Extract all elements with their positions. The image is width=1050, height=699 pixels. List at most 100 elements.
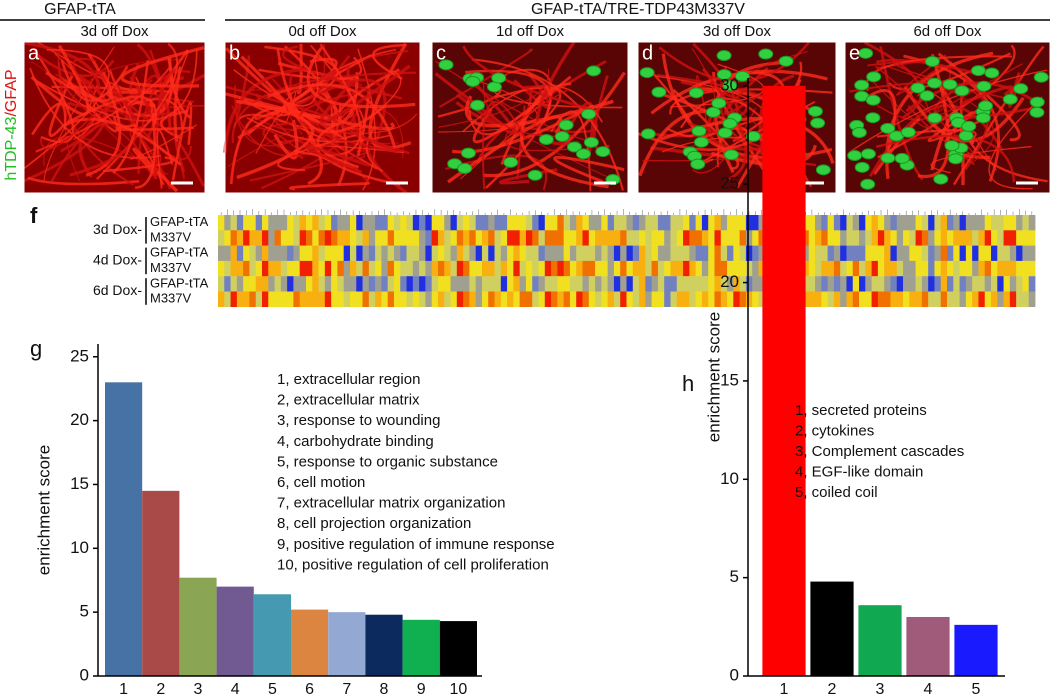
heatmap-row: M337V [150,229,192,244]
heatmap-cell [381,215,389,231]
fiber [31,102,67,136]
heatmap-cell [400,260,407,277]
bar [365,614,403,676]
fiber [888,52,1011,91]
x-tick-label: 4 [231,681,240,698]
heatmap-cell [940,260,948,277]
heatmap-cell [626,291,634,307]
heatmap-cell [645,276,653,292]
heatmap-cell [494,230,502,246]
heatmap-cell [683,245,690,262]
heatmap-cell [525,276,533,292]
heatmap-cell [299,230,307,246]
heatmap-cell [607,215,615,231]
fiber [286,86,390,135]
fiber [66,95,158,125]
heatmap-cell [563,276,571,292]
heatmap-cell [532,215,539,231]
fiber [136,43,173,132]
fiber [132,147,179,193]
heatmap-cell [293,245,301,262]
x-tick-label: 5 [972,681,981,698]
heatmap-cell [218,276,225,292]
heatmap-cell [538,215,546,231]
heatmap-cell [953,215,960,231]
heatmap-cell [877,215,885,231]
heatmap-cell [318,245,326,262]
heatmap-cell [909,276,916,292]
heatmap-cell [318,291,326,307]
heatmap-cell [903,215,910,231]
nucleus [717,127,733,139]
heatmap-cell [544,276,552,292]
micrograph-clip [844,41,1050,194]
heatmap-cell [833,230,841,246]
nucleus [854,161,870,173]
heatmap-cell [475,260,483,277]
heatmap-cell [959,215,967,231]
heatmap-cell [305,291,313,307]
heatmap-cell [463,245,470,262]
heatmap-cell [551,291,558,307]
heatmap-cell [469,230,477,246]
heatmap-cell [280,215,288,231]
heatmap-cell [903,291,910,307]
heatmap-cell [318,215,326,231]
heatmap-cell [456,245,464,262]
nucleus [976,80,992,92]
heatmap-cell [991,215,998,231]
heatmap-cell [488,230,495,246]
heatmap-cell [255,230,263,246]
heatmap-cell [708,276,715,292]
heatmap-cell [664,215,671,231]
nucleus [1029,106,1045,118]
legend-item: 4, EGF-like domain [795,463,923,480]
heatmap-cell [500,215,508,231]
x-tick-label: 8 [380,681,389,698]
heatmap-cell [965,245,973,262]
heatmap-cell [651,245,659,262]
nucleus [651,86,667,98]
heatmap-cell [821,291,829,307]
heatmap-cell [576,276,583,292]
heatmap-cell [582,215,590,231]
heatmap-cell [280,230,288,246]
heatmap-cell [758,291,766,307]
heatmap-cell [965,215,973,231]
heatmap-cell [224,276,231,292]
heatmap-cell [758,230,766,246]
heatmap-cell [846,260,854,277]
heatmap-cell [576,291,583,307]
heatmap-cell [544,291,552,307]
fiber [262,121,304,160]
nucleus [958,130,974,142]
y-tick-label: 5 [730,567,739,586]
heatmap-cell [815,291,822,307]
legend-item: 7, extracellular matrix organization [277,495,505,512]
heatmap-cell [701,276,709,292]
heatmap-cell [833,245,841,262]
nucleus [880,152,896,164]
legend-item: 5, coiled coil [795,484,878,501]
heatmap-cell [337,260,345,277]
heatmap-cell [997,291,1004,307]
heatmap-cell [243,291,250,307]
x-tick-label: 2 [156,681,165,698]
heatmap-cell [569,276,577,292]
heatmap-cell [947,260,954,277]
heatmap-cell [921,215,929,231]
heatmap-cell [519,276,527,292]
heatmap-cell [469,291,477,307]
heatmap-cell [431,245,439,262]
heatmap-cell [463,276,470,292]
heatmap-cell [670,245,678,262]
panel-label: 3d off Dox [703,23,772,40]
heatmap-cell [1003,230,1011,246]
heatmap-cell [293,230,301,246]
heatmap-cell [639,276,646,292]
heatmap-cell [255,260,263,277]
nucleus [639,67,655,79]
heatmap-cell [236,291,244,307]
bar [954,624,998,676]
